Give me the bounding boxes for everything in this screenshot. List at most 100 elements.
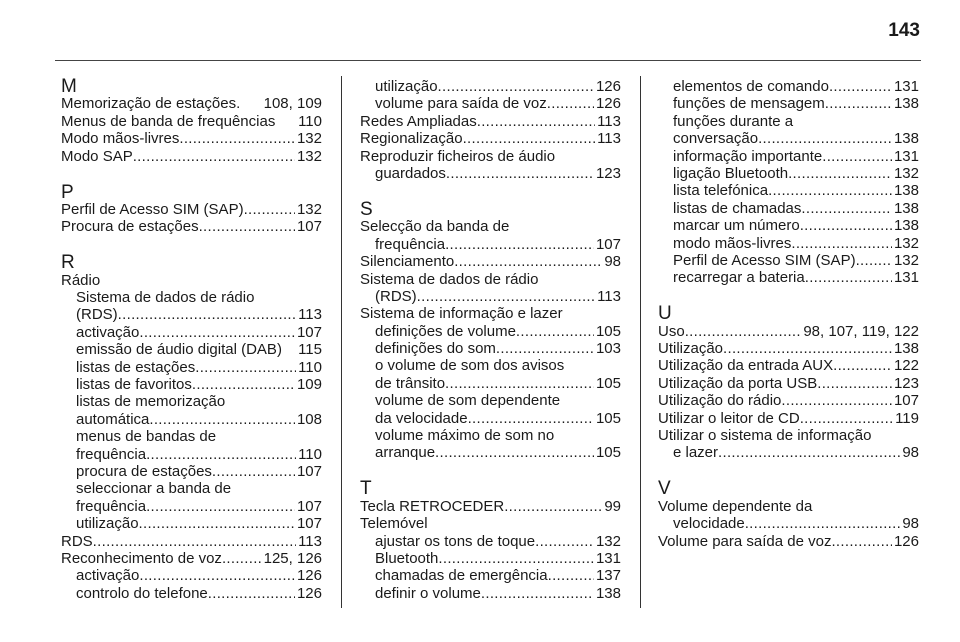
dot-leader [788,165,892,182]
index-subentry: ligação Bluetooth 132 [658,165,919,182]
page-reference: 119 [895,409,919,427]
dot-leader [535,533,594,550]
index-subentry: utilização 107 [61,515,322,532]
dot-leader [718,444,900,461]
dot-leader [282,341,296,358]
page-reference: 103 [595,340,621,358]
page-reference: 126 [595,78,621,95]
entry-text: (RDS) [76,306,118,324]
entry-text: Perfil de Acesso SIM (SAP) [673,251,856,269]
dot-leader [758,130,892,147]
index-subentry: marcar um número 138 [658,217,919,234]
page-reference: 107 [296,497,322,515]
index-subentry: modo mãos-livres 132 [658,235,919,252]
dot-leader [417,288,595,305]
dot-leader [139,324,295,341]
page-reference: 138 [893,199,919,217]
entry-text: (RDS) [375,287,417,305]
dot-leader [481,585,594,602]
entry-text: listas de favoritos [76,376,192,394]
entry-text: chamadas de emergência [375,567,548,585]
entry-text: Utilização da entrada AUX [658,357,834,375]
entry-text: Reconhecimento de voz [61,549,222,567]
entry-text: Memorização de estações. [61,95,241,113]
entry-text: RDS [61,532,93,550]
index-subentry: definições de volume 105 [360,323,621,340]
index-subentry: procura de estações 107 [61,463,322,480]
entry-text: conversação [673,130,759,148]
index-subentry: de trânsito 105 [360,375,621,392]
index-letter-heading: M [61,76,77,97]
index-entry: Telemóvel [360,515,621,532]
entry-text: Procura de estações [61,218,199,236]
page-reference: 110 [298,358,322,376]
index-subentry: informação importante 131 [658,148,919,165]
entry-text: Utilização da porta USB [658,374,818,392]
page-reference: 123 [893,374,919,392]
dot-leader [745,515,901,532]
dot-leader [146,498,295,515]
page-reference: 110 [298,112,322,130]
entry-text: volume máximo de som no [375,427,555,445]
entry-text: Telemóvel [360,515,428,533]
entry-text: utilização [375,78,438,95]
index-subentry: listas de chamadas 138 [658,200,919,217]
index-subentry: listas de memorização [61,393,322,410]
index-subentry: o volume de som dos avisos [360,357,621,374]
dot-leader [548,567,594,584]
page-number: 143 [888,20,920,41]
page-reference: 98, 107, 119, 122 [803,322,919,340]
entry-text: automática [76,410,150,428]
page-reference: 126 [595,95,621,113]
index-subentry: e lazer 98 [658,444,919,461]
page-reference: 131 [893,269,919,287]
entry-text: Menus de banda de frequências [61,112,276,130]
dot-leader [833,357,892,374]
index-entry: RDS 113 [61,533,322,550]
index-subentry: velocidade 98 [658,515,919,532]
index-entry: Utilização do rádio 107 [658,392,919,409]
dot-leader [222,550,262,567]
dot-leader [139,567,295,584]
index-subentry: funções durante a [658,113,919,130]
dot-leader [212,463,295,480]
index-entry: Utilização da entrada AUX 122 [658,357,919,374]
index-entry: Procura de estações 107 [61,218,322,235]
index-entry: Utilização da porta USB 123 [658,375,919,392]
index-subentry: definições do som 103 [360,340,621,357]
dot-leader [199,218,295,235]
entry-text: Utilização do rádio [658,392,782,410]
page-reference: 108, 109 [263,95,322,113]
index-subentry: conversação 138 [658,130,919,147]
page-reference: 109 [296,376,322,394]
dot-leader [825,95,892,112]
entry-text: listas de memorização [76,393,226,411]
entry-text: activação [76,323,140,341]
index-entry: Sistema de informação e lazer [360,305,621,322]
dot-leader [768,182,892,199]
dot-leader [800,217,892,234]
index-subentry: utilização 126 [360,78,621,95]
index-subentry: controlo do telefone 126 [61,585,322,602]
entry-text: Rádio [61,271,101,289]
column-divider [341,76,342,608]
index-entry: Modo mãos-livres 132 [61,130,322,147]
dot-leader [463,130,596,147]
entry-text: modo mãos-livres [673,234,792,252]
entry-text: Tecla RETROCEDER [360,497,505,515]
dot-leader [685,323,802,340]
page-reference: 132 [893,234,919,252]
page-reference: 126 [296,584,322,602]
page-reference: 138 [893,340,919,358]
dot-leader [240,95,261,112]
dot-leader [438,550,594,567]
entry-text: seleccionar a banda de [76,480,232,498]
page-reference: 113 [298,306,322,324]
page-reference: 98 [902,515,919,533]
entry-text: de trânsito [375,374,446,392]
dot-leader [192,376,295,393]
index-subentry: emissão de áudio digital (DAB) 115 [61,341,322,358]
page-reference: 110 [298,445,322,463]
page-reference: 107 [893,392,919,410]
page-reference: 113 [597,130,621,148]
